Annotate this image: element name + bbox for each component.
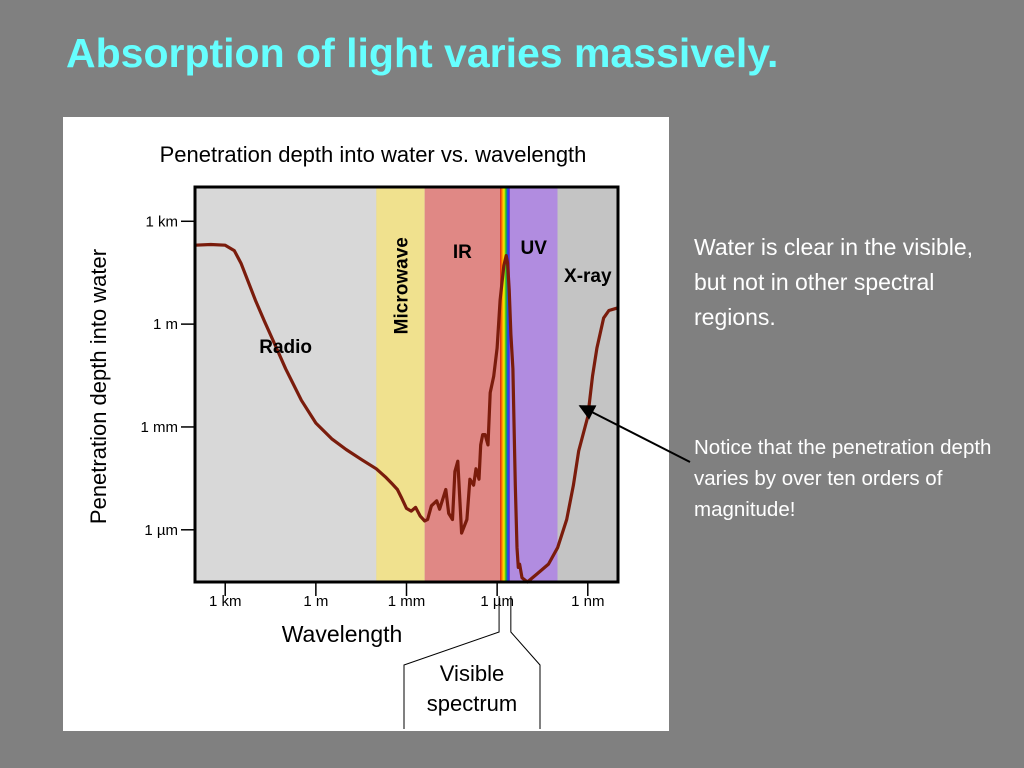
callout-left-line	[403, 596, 500, 729]
bands-layer	[195, 187, 618, 582]
band-microwave	[376, 187, 425, 582]
band-label: UV	[521, 238, 548, 259]
ticks-layer: 1 km 1 m 1 mm 1 µm 1 km 1 m 1 mm 1 µm 1 nm	[141, 213, 605, 610]
band-uv	[509, 187, 558, 582]
chart-title: Penetration depth into water vs. wavelen…	[160, 142, 587, 167]
band-label: Radio	[259, 337, 312, 358]
visible-spectrum-label: spectrum	[427, 691, 517, 716]
note-main: Water is clear in the visible, but not i…	[694, 234, 974, 330]
x-tick-label: 1 km	[209, 593, 242, 610]
band-ir	[424, 187, 501, 582]
plot-frame	[193, 185, 620, 584]
band-visible	[500, 187, 510, 582]
band-label: IR	[453, 242, 472, 263]
y-axis-label: Penetration depth into water	[86, 249, 111, 524]
band-labels-layer: Radio Microwave IR UV X-ray	[259, 237, 612, 358]
y-tick-label: 1 km	[145, 213, 178, 230]
callout-right-line	[510, 596, 541, 729]
y-tick-label: 1 m	[153, 316, 178, 333]
x-tick-label: 1 mm	[388, 593, 426, 610]
x-tick-label: 1 µm	[480, 593, 514, 610]
y-tick-label: 1 mm	[141, 419, 179, 436]
visible-spectrum-callout: Visible spectrum	[403, 596, 541, 729]
slide-title: Absorption of light varies massively.	[66, 30, 779, 76]
band-label: X-ray	[564, 266, 612, 287]
band-label: Microwave	[391, 237, 412, 334]
y-tick-label: 1 µm	[144, 522, 178, 539]
x-tick-label: 1 m	[303, 593, 328, 610]
visible-spectrum-label: Visible	[440, 661, 504, 686]
x-tick-label: 1 nm	[571, 593, 604, 610]
x-axis-label: Wavelength	[282, 621, 403, 647]
band-radio	[195, 187, 377, 582]
note-detail: Notice that the penetration depth varies…	[694, 436, 992, 521]
